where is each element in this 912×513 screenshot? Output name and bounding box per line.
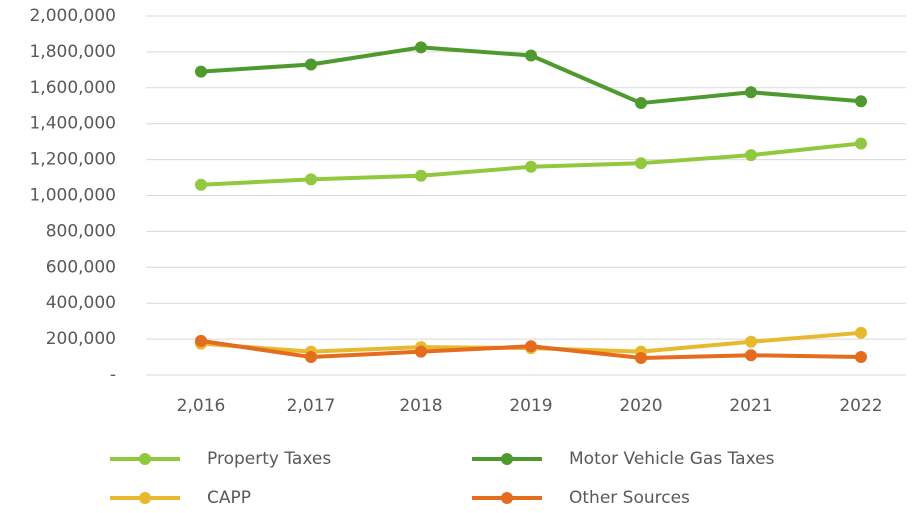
data-point xyxy=(195,178,207,191)
x-tick-label: 2,017 xyxy=(287,396,336,416)
data-point xyxy=(855,95,867,108)
data-point xyxy=(525,160,537,173)
y-tick-label: 200,000 xyxy=(46,329,116,349)
data-point xyxy=(635,351,647,364)
y-tick-label: 1,400,000 xyxy=(29,114,116,134)
data-point xyxy=(855,326,867,339)
y-tick-label: 600,000 xyxy=(46,257,116,277)
legend-label: Motor Vehicle Gas Taxes xyxy=(569,449,775,469)
y-tick-label: 800,000 xyxy=(46,221,116,241)
x-tick-label: 2021 xyxy=(729,396,772,416)
legend-marker xyxy=(501,492,513,504)
data-point xyxy=(305,58,317,71)
data-point xyxy=(745,335,757,348)
legend-label: Property Taxes xyxy=(207,449,331,469)
x-tick-label: 2,016 xyxy=(177,396,226,416)
data-point xyxy=(745,86,757,99)
data-point xyxy=(415,41,427,54)
y-tick-label: 1,600,000 xyxy=(29,78,116,98)
data-point xyxy=(745,349,757,362)
y-tick-label: 400,000 xyxy=(46,293,116,313)
y-tick-label: 1,000,000 xyxy=(29,186,116,206)
y-tick-label: 2,000,000 xyxy=(29,6,116,26)
data-point xyxy=(195,334,207,347)
y-tick-label: 1,200,000 xyxy=(29,150,116,170)
y-tick-label: 1,800,000 xyxy=(29,42,116,62)
data-point xyxy=(855,137,867,150)
x-tick-label: 2020 xyxy=(619,396,662,416)
x-tick-label: 2022 xyxy=(839,396,882,416)
data-point xyxy=(305,173,317,186)
data-point xyxy=(415,345,427,358)
data-point xyxy=(745,149,757,162)
data-point xyxy=(525,340,537,353)
data-point xyxy=(305,351,317,364)
legend-label: Other Sources xyxy=(569,488,690,508)
legend-marker xyxy=(139,492,151,504)
y-tick-label: - xyxy=(110,365,116,385)
x-tick-label: 2018 xyxy=(399,396,442,416)
legend-marker xyxy=(139,453,151,465)
data-point xyxy=(525,49,537,62)
data-point xyxy=(635,157,647,170)
data-point xyxy=(635,97,647,110)
legend-label: CAPP xyxy=(207,488,251,508)
data-point xyxy=(195,65,207,78)
data-point xyxy=(415,169,427,182)
x-tick-label: 2019 xyxy=(509,396,552,416)
legend-marker xyxy=(501,453,513,465)
data-point xyxy=(855,351,867,364)
